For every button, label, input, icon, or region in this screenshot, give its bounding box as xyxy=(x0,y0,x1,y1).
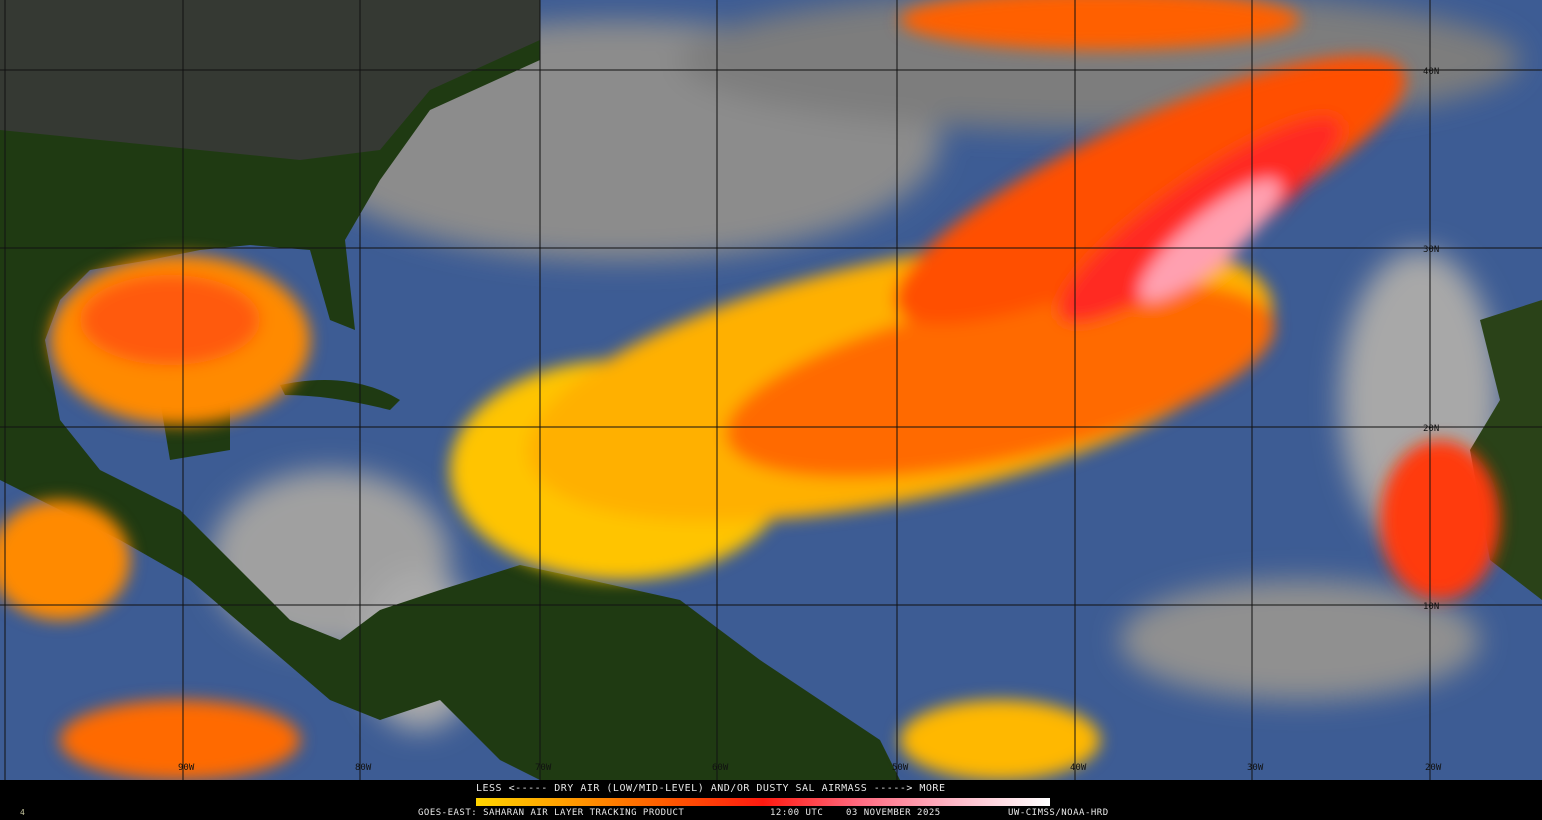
legend-scale-text: LESS <----- DRY AIR (LOW/MID-LEVEL) AND/… xyxy=(476,783,946,794)
corner-mark: 4 xyxy=(20,808,26,817)
lon-label: 70W xyxy=(535,763,552,773)
longitude-labels: 90W 80W 70W 60W 50W 40W 30W 20W xyxy=(178,763,1442,773)
lon-label: 20W xyxy=(1425,763,1442,773)
color-scale-bar xyxy=(476,798,1050,806)
sal-airmass xyxy=(0,0,1500,780)
lat-label: 40N xyxy=(1423,67,1439,77)
graticule xyxy=(0,0,1542,780)
lon-label: 80W xyxy=(355,763,372,773)
lat-label: 30N xyxy=(1423,245,1439,255)
latitude-labels: 40N 30N 20N 10N xyxy=(1423,67,1439,612)
valid-date: 03 NOVEMBER 2025 xyxy=(846,808,941,818)
lon-label: 50W xyxy=(892,763,909,773)
credit: UW-CIMSS/NOAA-HRD xyxy=(1008,808,1109,818)
lon-label: 90W xyxy=(178,763,195,773)
valid-time: 12:00 UTC xyxy=(770,808,824,818)
lon-label: 30W xyxy=(1247,763,1264,773)
satellite-map: 90W 80W 70W 60W 50W 40W 30W 20W 40N 30N … xyxy=(0,0,1542,780)
lon-label: 40W xyxy=(1070,763,1087,773)
land xyxy=(0,0,1542,780)
lon-label: 60W xyxy=(712,763,729,773)
product-name: GOES-EAST: SAHARAN AIR LAYER TRACKING PR… xyxy=(418,808,685,818)
lat-label: 10N xyxy=(1423,602,1439,612)
lat-label: 20N xyxy=(1423,424,1439,434)
